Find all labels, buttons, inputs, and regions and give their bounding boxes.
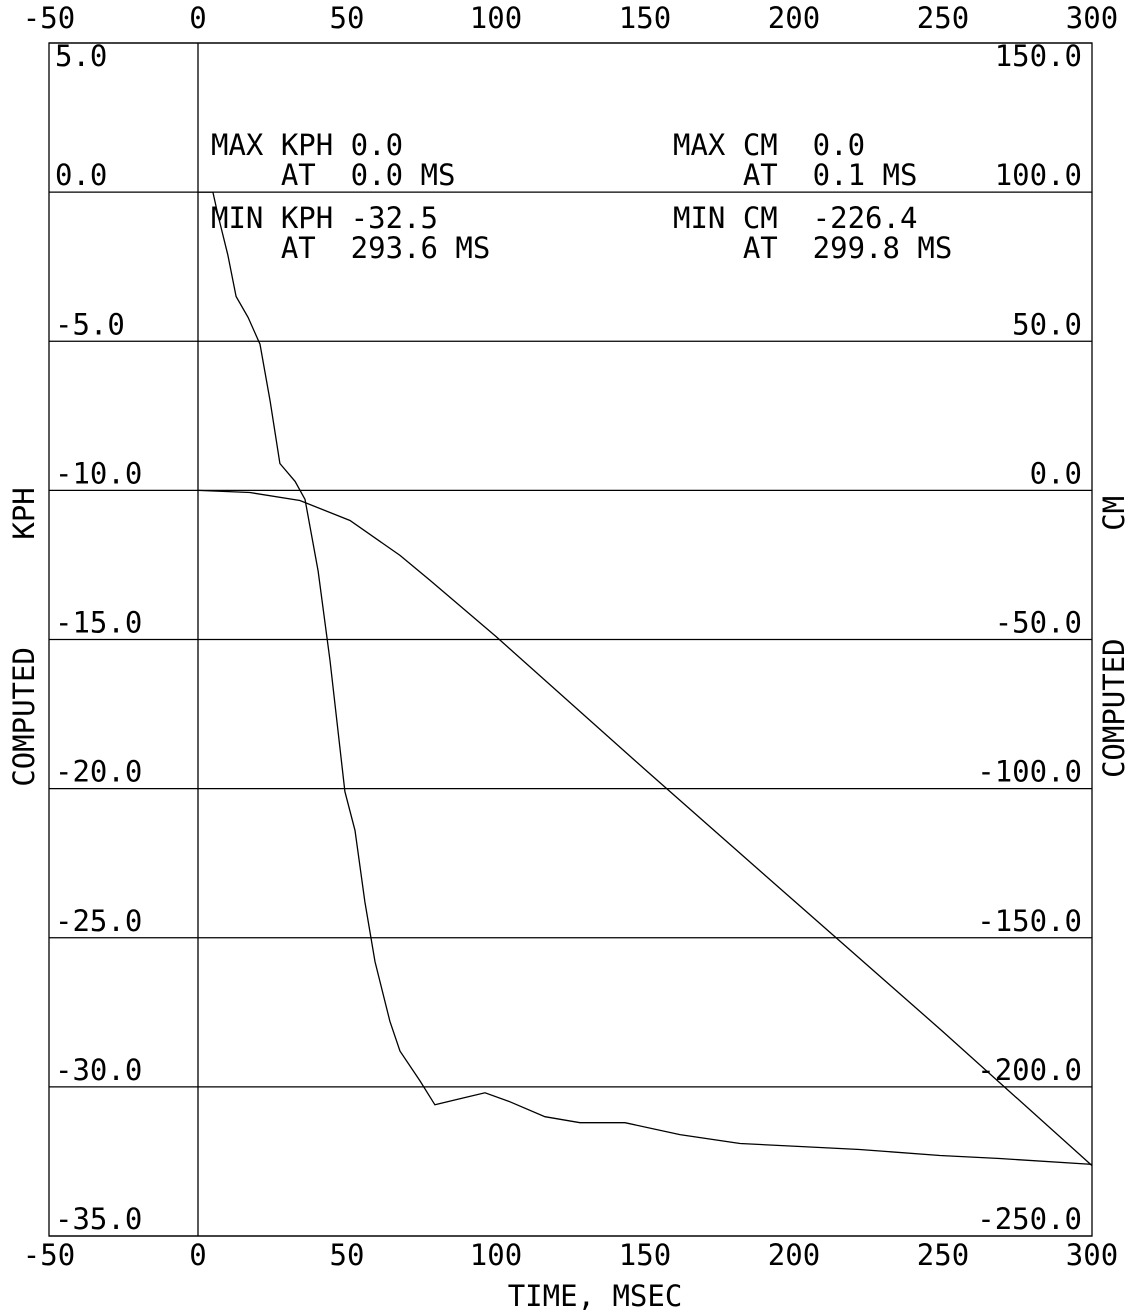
annotation: AT 0.1 MS: [673, 158, 917, 192]
annotation: MAX CM 0.0: [673, 128, 865, 162]
annotation: AT 299.8 MS: [673, 231, 952, 265]
x-tick-label: 0: [189, 1238, 206, 1272]
y-tick-label: 0.0: [55, 158, 107, 192]
y-tick-label: -30.0: [55, 1053, 142, 1087]
y2-tick-label: 0.0: [1030, 456, 1082, 490]
y2-tick-label: 50.0: [1012, 307, 1082, 341]
y2-tick-label: 150.0: [995, 39, 1082, 73]
y-tick-label: 5.0: [55, 39, 107, 73]
x-tick-label: 150: [619, 1238, 671, 1272]
x-tick-label-top: 50: [330, 1, 365, 35]
annotation: AT 0.0 MS: [211, 158, 455, 192]
x-tick-label-top: 100: [470, 1, 522, 35]
y2-tick-label: -100.0: [977, 755, 1082, 789]
x-tick-label: 100: [470, 1238, 522, 1272]
x-tick-label: 250: [917, 1238, 969, 1272]
y-tick-label: -20.0: [55, 755, 142, 789]
annotation: MIN CM -226.4: [673, 201, 917, 235]
y2-axis-label: COMPUTED CM: [1097, 496, 1131, 778]
x-tick-label-top: 300: [1066, 1, 1118, 35]
y2-tick-label: -150.0: [977, 904, 1082, 938]
annotation: MIN KPH -32.5: [211, 201, 438, 235]
y2-tick-label: -50.0: [995, 606, 1082, 640]
y-tick-label: -10.0: [55, 456, 142, 490]
annotation: AT 293.6 MS: [211, 231, 490, 265]
x-tick-label-top: 150: [619, 1, 671, 35]
y2-tick-label: -200.0: [977, 1053, 1082, 1087]
x-axis-label: TIME, MSEC: [508, 1279, 683, 1313]
x-tick-label-top: 200: [768, 1, 820, 35]
y2-tick-label: 100.0: [995, 158, 1082, 192]
y-tick-label: -5.0: [55, 307, 125, 341]
y-tick-label: -25.0: [55, 904, 142, 938]
y-tick-label: -35.0: [55, 1202, 142, 1236]
x-tick-label: 200: [768, 1238, 820, 1272]
data-line: [198, 191, 1093, 1166]
y2-tick-label: -250.0: [977, 1202, 1082, 1236]
x-tick-label: 50: [330, 1238, 365, 1272]
y-axis-label: COMPUTED KPH: [7, 487, 41, 787]
x-tick-label-top: -50: [23, 1, 75, 35]
x-tick-label: -50: [23, 1238, 75, 1272]
annotation: MAX KPH 0.0: [211, 128, 403, 162]
x-tick-label: 300: [1066, 1238, 1118, 1272]
data-line: [197, 489, 1093, 1167]
y-tick-label: -15.0: [55, 606, 142, 640]
x-tick-label-top: 0: [189, 1, 206, 35]
x-tick-label-top: 250: [917, 1, 969, 35]
